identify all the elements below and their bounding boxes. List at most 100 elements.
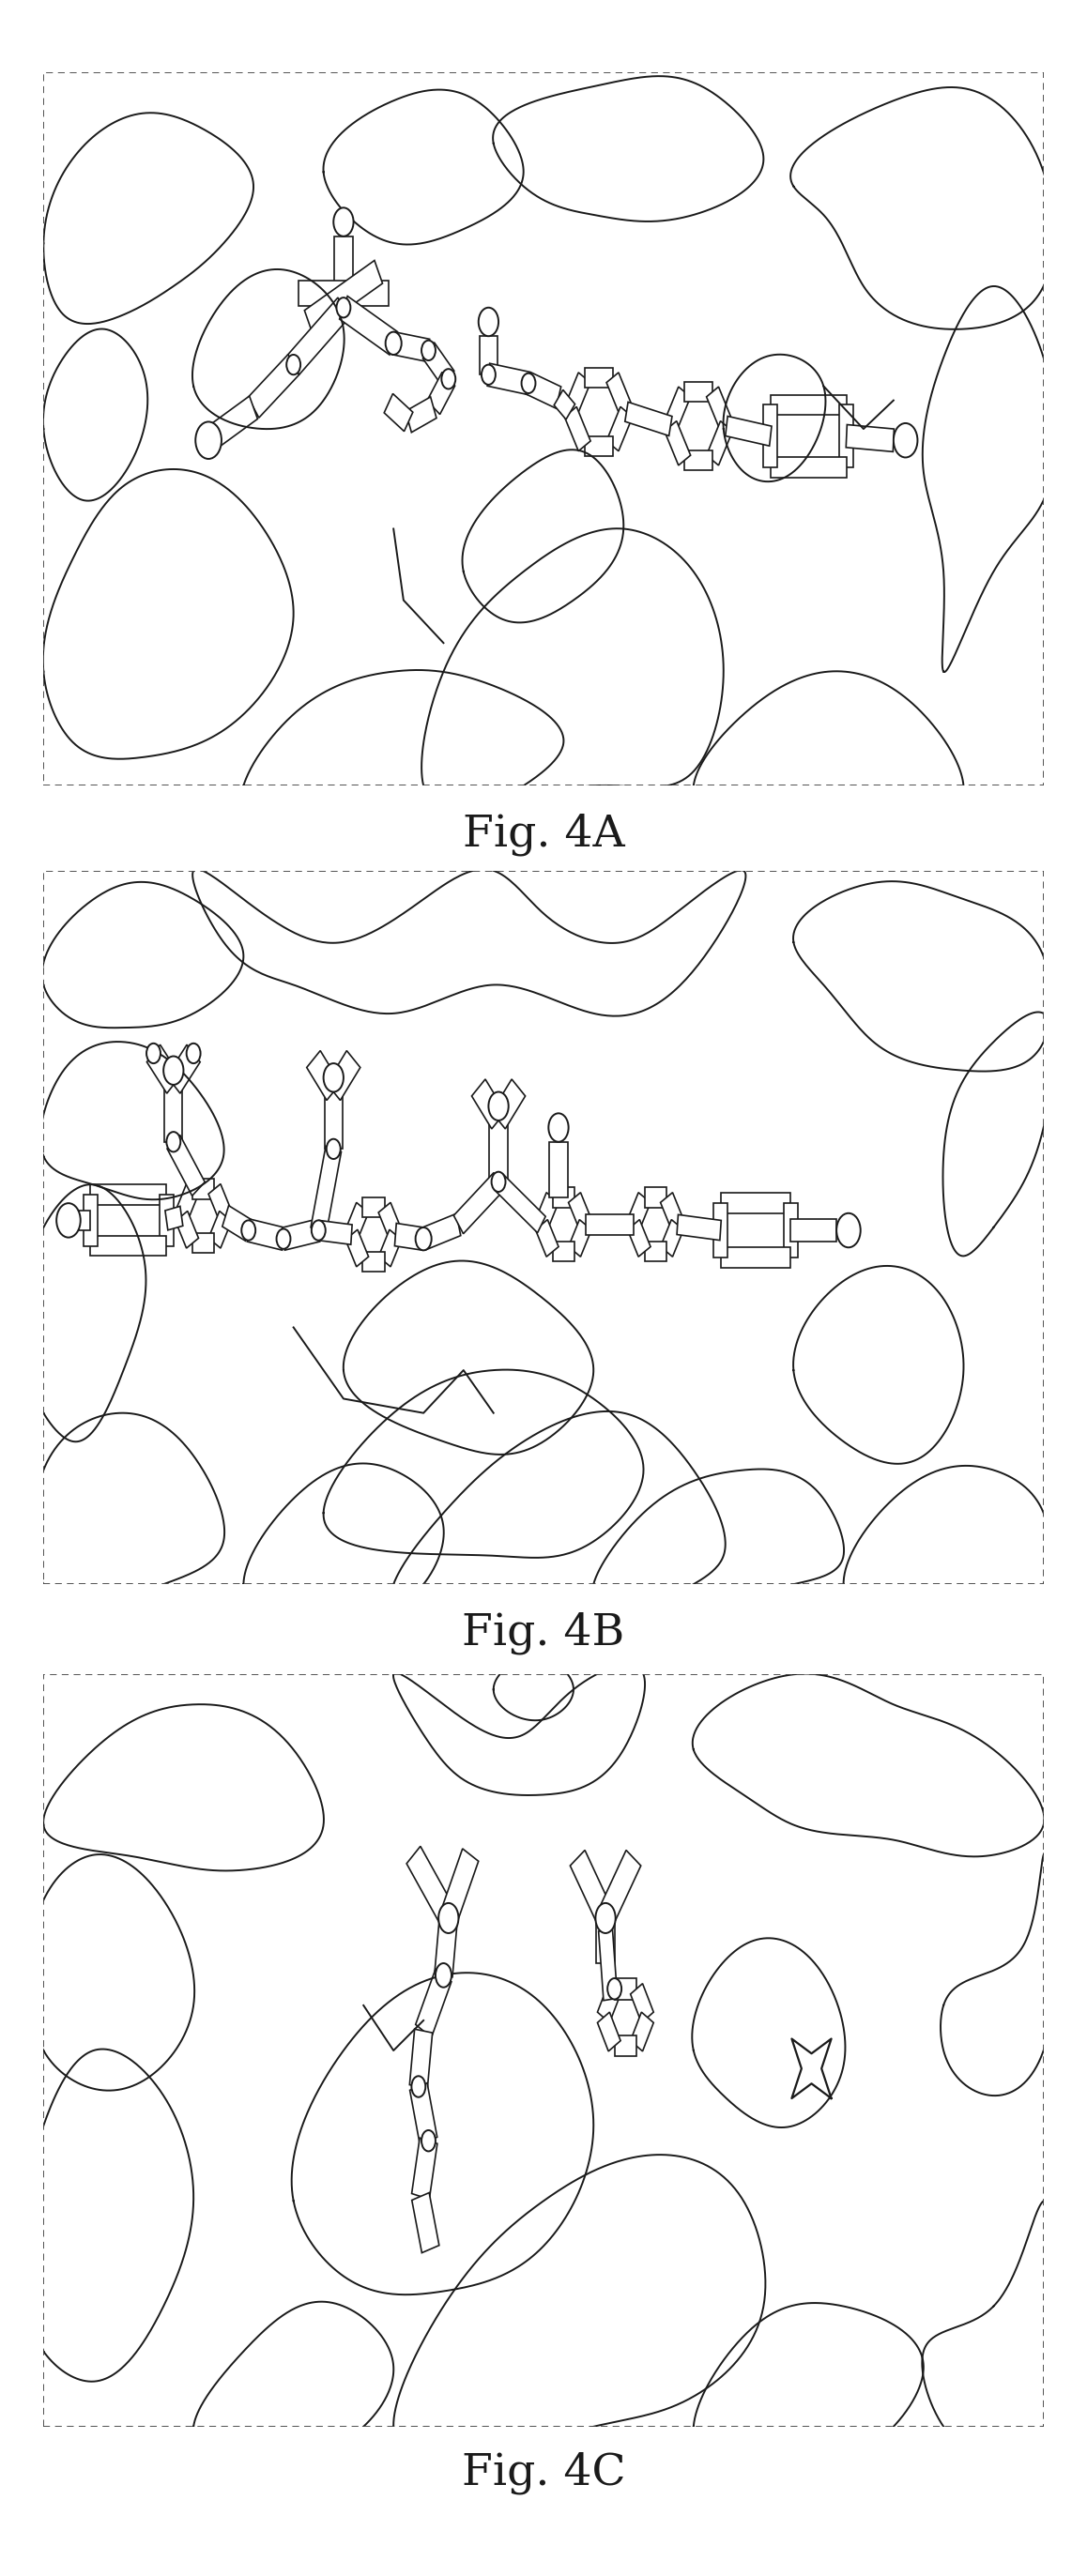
Circle shape	[324, 1064, 343, 1092]
Polygon shape	[299, 281, 388, 307]
Polygon shape	[661, 1193, 684, 1229]
Text: Fig. 4C: Fig. 4C	[462, 2452, 625, 2494]
Polygon shape	[552, 1242, 575, 1262]
Polygon shape	[607, 407, 633, 451]
Polygon shape	[288, 299, 349, 374]
Polygon shape	[392, 332, 429, 361]
Polygon shape	[427, 371, 454, 415]
Polygon shape	[160, 1195, 174, 1247]
Polygon shape	[407, 1847, 455, 1927]
Circle shape	[187, 1043, 200, 1064]
Polygon shape	[453, 1172, 503, 1234]
Polygon shape	[164, 1084, 183, 1141]
Circle shape	[241, 1221, 255, 1239]
Polygon shape	[90, 1185, 166, 1206]
Polygon shape	[90, 1236, 166, 1257]
Polygon shape	[412, 2192, 439, 2254]
Polygon shape	[713, 1203, 727, 1257]
Circle shape	[312, 1221, 325, 1239]
Circle shape	[482, 366, 496, 384]
Polygon shape	[839, 404, 853, 466]
Polygon shape	[362, 1252, 385, 1273]
Polygon shape	[536, 1193, 559, 1229]
Polygon shape	[645, 1242, 666, 1262]
Polygon shape	[607, 374, 633, 417]
Circle shape	[491, 1172, 505, 1193]
Polygon shape	[479, 335, 498, 374]
Polygon shape	[645, 1188, 666, 1208]
Polygon shape	[487, 363, 529, 394]
Polygon shape	[192, 1180, 214, 1198]
Circle shape	[522, 374, 536, 394]
Circle shape	[386, 332, 401, 355]
Polygon shape	[598, 2012, 621, 2050]
Polygon shape	[790, 1218, 837, 1242]
Circle shape	[147, 1043, 161, 1064]
Circle shape	[422, 340, 436, 361]
Circle shape	[894, 422, 917, 459]
Circle shape	[478, 307, 499, 335]
Polygon shape	[165, 1206, 183, 1231]
Circle shape	[57, 1203, 80, 1236]
Polygon shape	[664, 420, 690, 466]
Polygon shape	[378, 1203, 401, 1239]
Polygon shape	[339, 296, 398, 355]
Polygon shape	[630, 2012, 653, 2050]
Polygon shape	[550, 1141, 567, 1198]
Polygon shape	[599, 1929, 617, 2002]
Polygon shape	[614, 2035, 637, 2056]
Polygon shape	[554, 389, 575, 420]
Polygon shape	[627, 1193, 650, 1229]
Polygon shape	[395, 1224, 424, 1249]
Polygon shape	[311, 1146, 341, 1234]
Polygon shape	[435, 1917, 458, 1976]
Polygon shape	[248, 355, 299, 417]
Polygon shape	[564, 374, 590, 417]
Polygon shape	[378, 1229, 401, 1267]
Polygon shape	[721, 1247, 790, 1267]
Polygon shape	[84, 1195, 98, 1247]
Polygon shape	[598, 1984, 621, 2022]
Circle shape	[166, 1131, 180, 1151]
Circle shape	[276, 1229, 290, 1249]
Text: Fig. 4A: Fig. 4A	[462, 814, 625, 855]
Circle shape	[441, 368, 455, 389]
Polygon shape	[491, 1079, 525, 1128]
Polygon shape	[569, 1193, 591, 1229]
Circle shape	[412, 2076, 425, 2097]
Polygon shape	[192, 1234, 214, 1252]
Polygon shape	[725, 417, 772, 446]
Polygon shape	[489, 1121, 508, 1182]
Polygon shape	[570, 1850, 613, 1927]
Circle shape	[415, 1229, 432, 1249]
Polygon shape	[346, 1203, 368, 1239]
Polygon shape	[175, 1185, 199, 1221]
Polygon shape	[771, 394, 847, 415]
Polygon shape	[630, 1984, 653, 2022]
Polygon shape	[495, 1175, 546, 1234]
Polygon shape	[167, 1136, 204, 1195]
Polygon shape	[283, 1218, 320, 1249]
Polygon shape	[209, 1185, 232, 1221]
Circle shape	[436, 1963, 451, 1986]
Polygon shape	[472, 1079, 505, 1128]
Polygon shape	[247, 1218, 285, 1249]
Polygon shape	[585, 368, 612, 386]
Circle shape	[196, 422, 222, 459]
Polygon shape	[410, 2030, 433, 2089]
Polygon shape	[661, 1218, 684, 1257]
Polygon shape	[685, 451, 712, 471]
Polygon shape	[440, 1850, 478, 1924]
Polygon shape	[763, 404, 777, 466]
Circle shape	[596, 1904, 615, 1932]
Polygon shape	[664, 386, 690, 430]
Polygon shape	[685, 381, 712, 402]
Circle shape	[422, 2130, 436, 2151]
Polygon shape	[78, 1211, 90, 1231]
Polygon shape	[614, 1978, 637, 1999]
Polygon shape	[627, 1218, 650, 1257]
Polygon shape	[346, 1229, 368, 1267]
Circle shape	[438, 1904, 459, 1932]
Circle shape	[326, 1139, 340, 1159]
Circle shape	[287, 355, 300, 374]
